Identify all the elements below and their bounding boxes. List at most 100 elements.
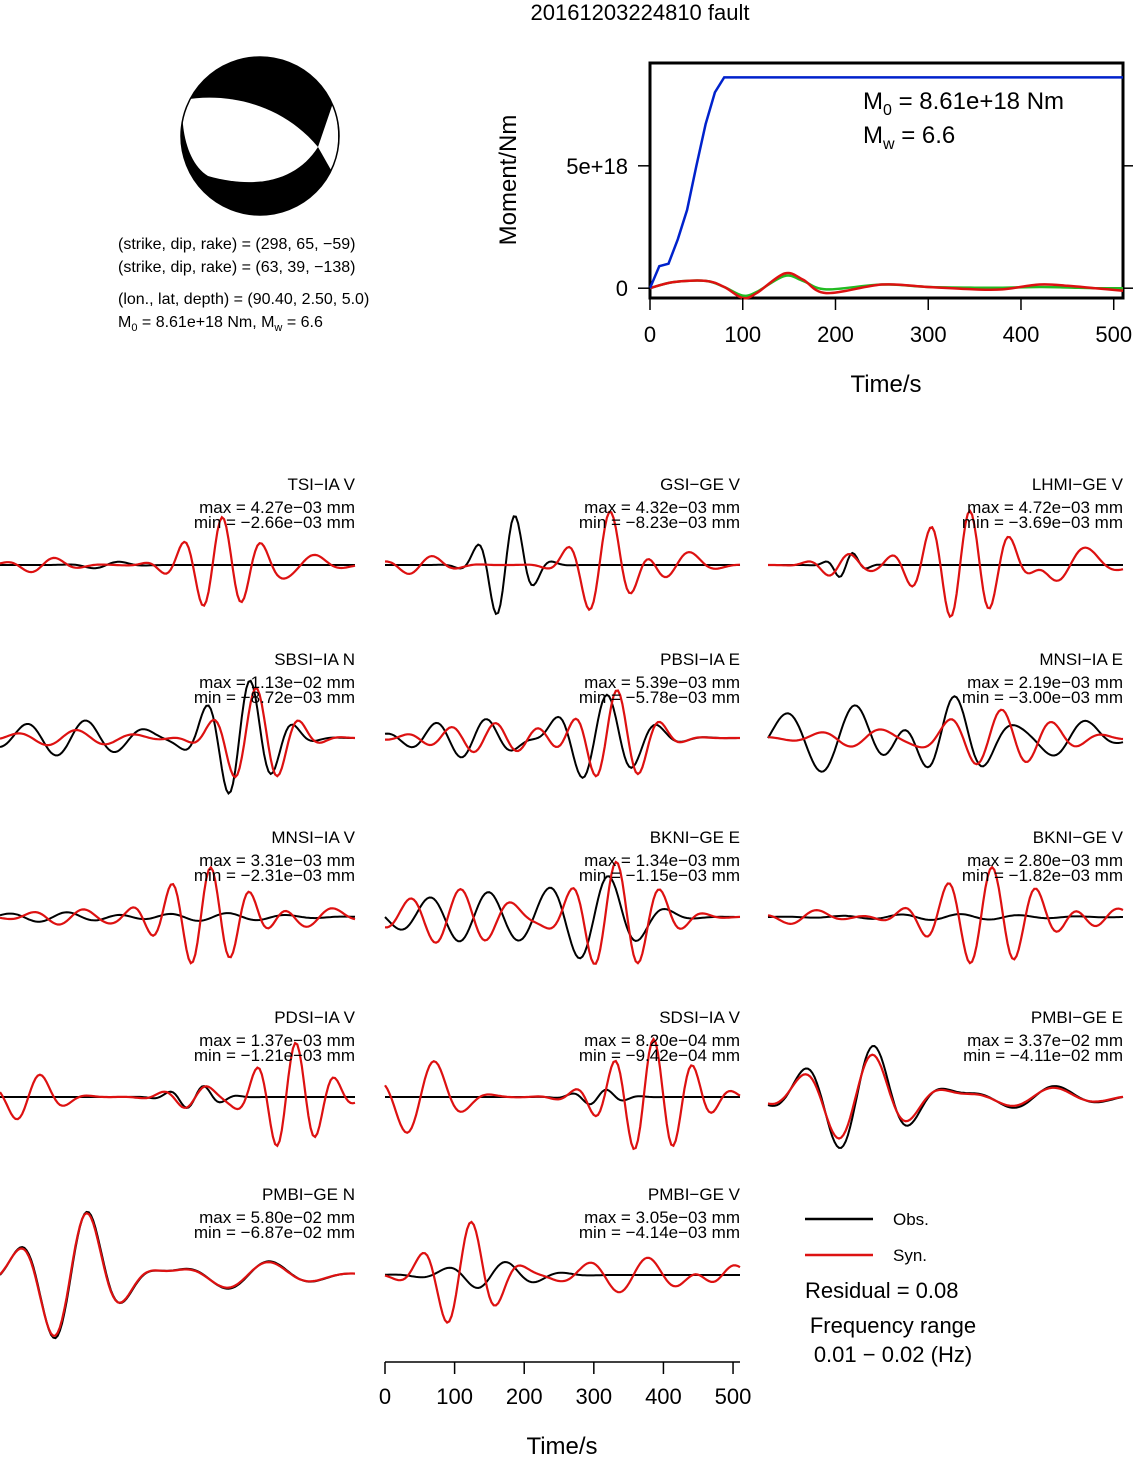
station-max: max = 8.20e−04 mm xyxy=(584,1031,740,1050)
waveform-time-axis: 0 100 200 300 400 500 xyxy=(379,1361,752,1409)
waveform-xtick-label: 100 xyxy=(436,1384,473,1409)
station-min: min = −2.66e−03 mm xyxy=(194,513,355,532)
station-max: max = 4.27e−03 mm xyxy=(199,498,355,517)
station-max: max = 5.80e−02 mm xyxy=(199,1208,355,1227)
station-label: BKNI−GE E xyxy=(650,828,740,847)
station-min: min = −1.15e−03 mm xyxy=(579,866,740,885)
syn-trace xyxy=(384,1220,741,1325)
station-label: LHMI−GE V xyxy=(1032,475,1124,494)
station-min: min = −6.87e−02 mm xyxy=(194,1223,355,1242)
mechanism-line-3: (lon., lat, depth) = (90.40, 2.50, 5.0) xyxy=(118,291,369,308)
station-min: min = −3.69e−03 mm xyxy=(962,513,1123,532)
syn-trace xyxy=(384,860,741,965)
station-label: TSI−IA V xyxy=(287,475,355,494)
moment-xlabel: Time/s xyxy=(850,371,921,398)
figure-title: 20161203224810 fault xyxy=(531,0,750,25)
waveform-xtick-label: 300 xyxy=(575,1384,612,1409)
waveform-xtick-label: 500 xyxy=(715,1384,752,1409)
moment-mw-annotation: Mw = 6.6 xyxy=(863,122,955,153)
moment-ytick-label: 0 xyxy=(616,276,628,301)
station-max: max = 1.37e−03 mm xyxy=(199,1031,355,1050)
obs-trace xyxy=(384,693,740,780)
moment-xtick-label: 100 xyxy=(724,322,761,347)
frequency-range-label: Frequency range xyxy=(810,1313,976,1338)
legend: Obs. Syn. Residual = 0.08 Frequency rang… xyxy=(805,1210,976,1367)
mechanism-line-2: (strike, dip, rake) = (63, 39, −138) xyxy=(118,259,355,276)
legend-obs-label: Obs. xyxy=(893,1210,929,1229)
moment-m0-annotation: M0 = 8.61e+18 Nm xyxy=(863,88,1064,119)
station-label: SDSI−IA V xyxy=(659,1008,740,1027)
obs-trace xyxy=(0,1085,355,1109)
station-max: max = 4.72e−03 mm xyxy=(967,498,1123,517)
station-max: max = 1.34e−03 mm xyxy=(584,851,740,870)
station-max: max = 1.13e−02 mm xyxy=(199,673,355,692)
moment-plot: 0 100 200 300 400 500 0 5e+18 Time/s Moment/Nm… xyxy=(495,61,1133,398)
station-label: PMBI−GE E xyxy=(1031,1008,1123,1027)
station-label: PBSI−IA E xyxy=(660,650,740,669)
station-min: min = −5.78e−03 mm xyxy=(579,688,740,707)
syn-trace xyxy=(0,865,356,965)
moment-plot-frame xyxy=(648,61,1125,300)
station-label: GSI−GE V xyxy=(660,475,740,494)
syn-trace xyxy=(0,1041,356,1148)
waveform-xlabel: Time/s xyxy=(526,1433,597,1458)
station-max: max = 3.31e−03 mm xyxy=(199,851,355,870)
syn-trace xyxy=(385,510,741,612)
obs-trace xyxy=(768,913,1123,921)
moment-xtick-label: 400 xyxy=(1003,322,1040,347)
moment-xtick-label: 0 xyxy=(644,322,656,347)
station-max: max = 5.39e−03 mm xyxy=(584,673,740,692)
mechanism-line-1: (strike, dip, rake) = (298, 65, −59) xyxy=(118,236,355,253)
station-min: min = −8.72e−03 mm xyxy=(194,688,355,707)
syn-trace xyxy=(767,708,1124,766)
syn-trace xyxy=(767,1053,1124,1140)
moment-series-line xyxy=(648,76,1123,289)
station-label: PMBI−GE N xyxy=(262,1185,355,1204)
obs-trace xyxy=(767,695,1124,773)
station-max: max = 4.32e−03 mm xyxy=(584,498,740,517)
syn-trace xyxy=(0,687,356,779)
waveform-xtick-label: 0 xyxy=(379,1384,391,1409)
residual-text: Residual = 0.08 xyxy=(805,1278,959,1303)
station-min: min = −1.21e−03 mm xyxy=(194,1046,355,1065)
beachball-icon xyxy=(180,56,340,216)
station-min: min = −2.31e−03 mm xyxy=(194,866,355,885)
moment-series-line xyxy=(649,271,1124,300)
station-max: max = 3.05e−03 mm xyxy=(584,1208,740,1227)
legend-syn-label: Syn. xyxy=(893,1246,927,1265)
mechanism-line-4: M0 = 8.61e+18 Nm, Mw = 6.6 xyxy=(118,314,323,334)
syn-trace xyxy=(384,1036,741,1151)
station-label: PMBI−GE V xyxy=(648,1185,741,1204)
syn-trace xyxy=(385,689,740,778)
moment-ytick-label: 5e+18 xyxy=(566,154,628,179)
station-label: PDSI−IA V xyxy=(274,1008,355,1027)
station-min: min = −3.00e−03 mm xyxy=(962,688,1123,707)
syn-trace xyxy=(768,508,1124,619)
station-label: MNSI−IA E xyxy=(1039,650,1123,669)
station-min: min = −9.42e−04 mm xyxy=(579,1046,740,1065)
syn-trace xyxy=(0,515,356,608)
obs-trace xyxy=(0,560,355,570)
station-label: MNSI−IA V xyxy=(271,828,355,847)
station-max: max = 2.80e−03 mm xyxy=(967,851,1123,870)
moment-xtick-label: 500 xyxy=(1095,322,1132,347)
obs-trace xyxy=(384,875,740,960)
station-label: BKNI−GE V xyxy=(1033,828,1124,847)
station-max: max = 3.37e−02 mm xyxy=(967,1031,1123,1050)
waveform-xtick-label: 200 xyxy=(506,1384,543,1409)
moment-xtick-label: 200 xyxy=(817,322,854,347)
